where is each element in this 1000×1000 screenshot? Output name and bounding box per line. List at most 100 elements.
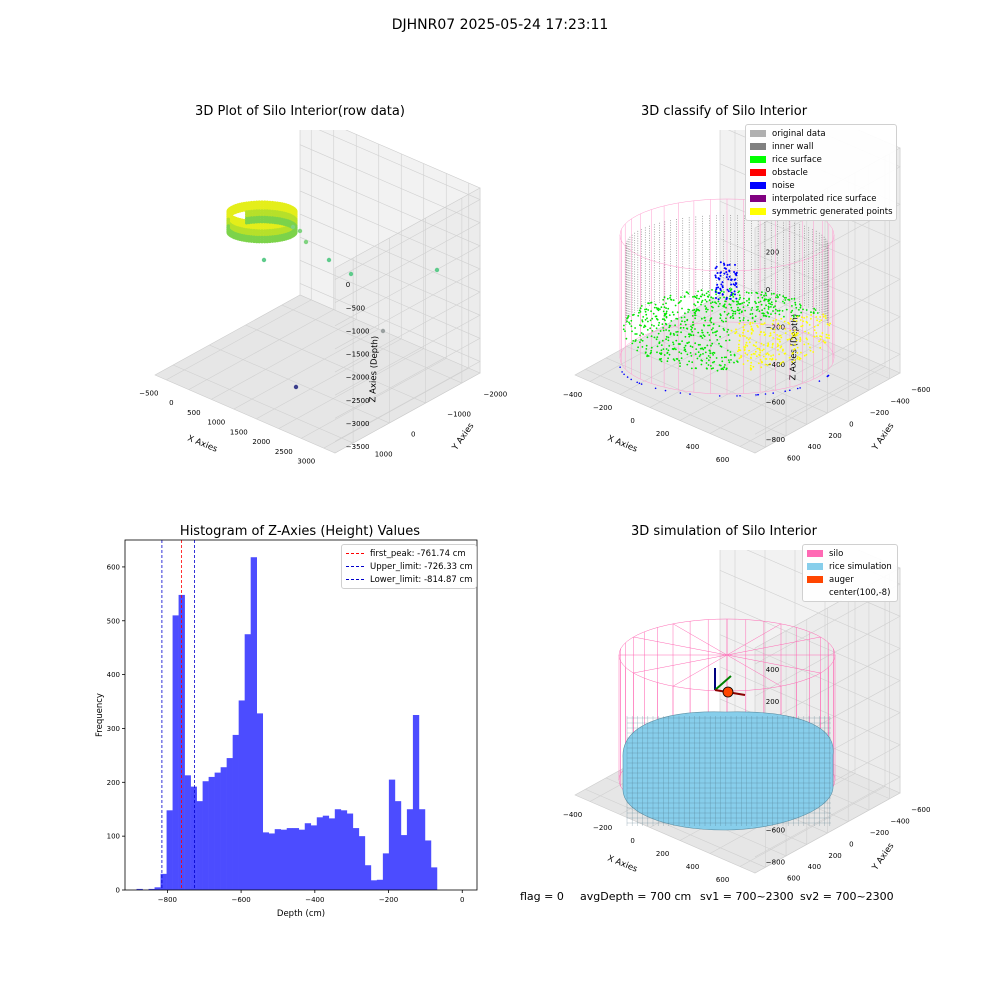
histogram-bar (293, 828, 299, 890)
histogram-bar (221, 767, 227, 890)
sim-x-tick: −200 (593, 824, 612, 832)
histogram-bar (329, 818, 335, 890)
histogram-legend: first_peak: -761.74 cm Upper_limit: -726.… (341, 544, 477, 589)
histogram-bar (245, 634, 251, 890)
histogram-bar (233, 735, 239, 890)
sim-y-tick: −400 (891, 818, 910, 826)
sim-x-tick: 600 (716, 876, 729, 884)
legend-swatch (750, 169, 766, 176)
legend-label: auger (829, 575, 854, 585)
legend-item: Lower_limit: -814.87 cm (346, 573, 472, 586)
legend-item: auger (807, 573, 893, 586)
cls-x-tick: 400 (686, 443, 699, 451)
x-tick-label: −400 (305, 896, 324, 904)
cls-y-tick: −400 (891, 398, 910, 406)
histogram-bar (401, 835, 407, 890)
y-tick-label: 500 (107, 617, 120, 625)
sv2-text: sv2 = 700~2300 (800, 890, 894, 903)
raw-x-label: X Axies (186, 434, 219, 455)
legend-label: noise (772, 181, 795, 191)
sim-y-label: Y Axies (870, 841, 897, 873)
histogram-bar (257, 713, 263, 890)
legend-swatch (750, 143, 766, 150)
sim-rice-body (623, 712, 833, 830)
sim-x-tick: 200 (656, 850, 669, 858)
histogram-bar (425, 840, 431, 890)
raw-y-tick: 0 (411, 430, 415, 438)
raw-z-tick: −3000 (346, 420, 370, 428)
legend-label: original data (772, 129, 826, 139)
histogram-bar (395, 801, 401, 890)
raw-y-tick: −1000 (447, 410, 471, 418)
histogram-bar (317, 817, 323, 890)
sim-z-tick: 200 (766, 698, 779, 706)
raw-x-tick: 1000 (207, 419, 225, 427)
sim-x-tick: 0 (630, 837, 634, 845)
legend-label: silo (829, 549, 843, 559)
histogram-bar (419, 809, 425, 890)
legend-line (346, 579, 364, 580)
histogram-bar (377, 880, 383, 890)
raw-panel-title: 3D Plot of Silo Interior(row data) (150, 104, 450, 119)
sim-y-tick: −200 (870, 829, 889, 837)
y-tick-label: 100 (107, 833, 120, 841)
histogram-x-label: Depth (cm) (277, 909, 325, 919)
histogram-bar (311, 825, 317, 890)
y-tick-label: 300 (107, 725, 120, 733)
legend-item: symmetric generated points (750, 205, 892, 218)
legend-swatch (807, 576, 823, 583)
raw-x-tick: −500 (139, 389, 158, 397)
legend-label: symmetric generated points (772, 207, 893, 217)
raw-y-tick: 1000 (375, 450, 393, 458)
histogram-bar (365, 865, 371, 890)
raw-z-tick: 0 (346, 281, 350, 289)
cls-x-tick: −400 (563, 391, 582, 399)
classify-legend: original data inner wall rice surface obsta… (745, 124, 897, 221)
raw-z-tick: −1000 (346, 327, 370, 335)
y-tick-label: 0 (116, 887, 120, 895)
cls-y-label: Y Axies (870, 421, 897, 453)
sim-y-tick: 600 (787, 875, 800, 883)
legend-label: rice surface (772, 155, 822, 165)
histogram-bar (209, 777, 215, 890)
histogram-bar (167, 810, 173, 890)
legend-item: rice simulation (807, 560, 893, 573)
sim-x-label: X Axies (606, 854, 639, 875)
histogram-bar (407, 809, 413, 890)
legend-item: obstacle (750, 166, 892, 179)
avg-depth-text: avgDepth = 700 cm (580, 890, 691, 903)
legend-item: Upper_limit: -726.33 cm (346, 560, 472, 573)
sim-z-tick: −600 (766, 826, 785, 834)
cls-x-tick: 200 (656, 430, 669, 438)
histogram-bar (263, 832, 269, 890)
legend-label: interpolated rice surface (772, 194, 877, 204)
histogram-bar (275, 829, 281, 890)
raw-x-tick: 3000 (297, 458, 315, 466)
legend-item: first_peak: -761.74 cm (346, 547, 472, 560)
sim-z-tick: −800 (766, 859, 785, 867)
raw-z-tick: −1500 (346, 351, 370, 359)
cls-z-tick: −600 (766, 398, 785, 406)
x-tick-label: −600 (231, 896, 250, 904)
legend-swatch (750, 182, 766, 189)
legend-item: center(100,-8) (807, 586, 893, 599)
histogram-bar (299, 830, 305, 890)
histogram-bar (413, 715, 419, 890)
simulation-legend: silo rice simulation auger center(100,-8) (802, 544, 898, 602)
legend-label: Upper_limit: -726.33 cm (370, 562, 473, 572)
raw-y-label: Y Axies (450, 421, 477, 453)
legend-item: inner wall (750, 140, 892, 153)
sv1-text: sv1 = 700~2300 (700, 890, 794, 903)
cls-x-tick: 0 (630, 417, 634, 425)
histogram-bar (389, 780, 395, 890)
legend-swatch (807, 563, 823, 570)
legend-label: Lower_limit: -814.87 cm (370, 575, 472, 585)
legend-label: center(100,-8) (829, 588, 890, 598)
legend-swatch (807, 550, 823, 557)
histogram-bar (155, 887, 161, 890)
histogram-y-label: Frequency (95, 693, 105, 737)
legend-swatch (807, 589, 823, 596)
raw-outlier-point (294, 385, 298, 389)
figure-title: DJHNR07 2025-05-24 17:23:11 (0, 17, 1000, 33)
histogram-bar (371, 880, 377, 890)
